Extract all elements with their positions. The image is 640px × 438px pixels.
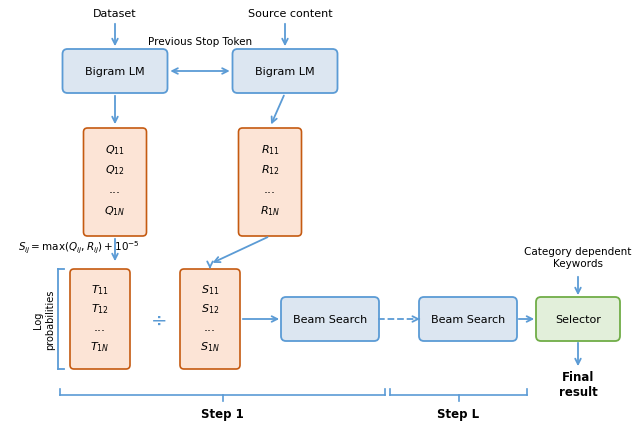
Text: ...: ... [94,321,106,334]
FancyBboxPatch shape [63,50,168,94]
FancyBboxPatch shape [83,129,147,237]
Text: $S_{1N}$: $S_{1N}$ [200,339,220,353]
Text: $R_{12}$: $R_{12}$ [260,163,280,177]
Text: Dataset: Dataset [93,9,137,19]
Text: Bigram LM: Bigram LM [255,67,315,77]
FancyBboxPatch shape [232,50,337,94]
Text: $Q_{11}$: $Q_{11}$ [105,143,125,156]
Text: $S_{11}$: $S_{11}$ [201,283,219,296]
Text: Selector: Selector [555,314,601,324]
Text: ...: ... [204,321,216,334]
Text: Bigram LM: Bigram LM [85,67,145,77]
Text: $Q_{12}$: $Q_{12}$ [105,163,125,177]
Text: $R_{1N}$: $R_{1N}$ [260,204,280,217]
Text: Final
result: Final result [559,370,597,398]
Text: Beam Search: Beam Search [293,314,367,324]
Text: ...: ... [109,183,121,196]
Text: Step 1: Step 1 [201,408,244,420]
Text: Previous Stop Token: Previous Stop Token [148,37,252,47]
Text: Beam Search: Beam Search [431,314,505,324]
Text: ...: ... [264,183,276,196]
Text: Source content: Source content [248,9,332,19]
Text: $S_{ij}=\mathrm{max}(Q_{ij}, R_{ij}) + 10^{-5}$: $S_{ij}=\mathrm{max}(Q_{ij}, R_{ij}) + 1… [18,239,140,255]
Text: Step L: Step L [437,408,479,420]
Text: $\div$: $\div$ [150,310,166,329]
Text: $T_{12}$: $T_{12}$ [91,301,109,315]
Text: Log
probabilities: Log probabilities [33,289,55,350]
FancyBboxPatch shape [239,129,301,237]
FancyBboxPatch shape [70,269,130,369]
Text: $T_{1N}$: $T_{1N}$ [90,339,109,353]
Text: $T_{11}$: $T_{11}$ [91,283,109,296]
Text: Category dependent
Keywords: Category dependent Keywords [524,247,632,268]
Text: $S_{12}$: $S_{12}$ [201,301,219,315]
FancyBboxPatch shape [419,297,517,341]
FancyBboxPatch shape [180,269,240,369]
Text: $Q_{1N}$: $Q_{1N}$ [104,204,125,217]
FancyBboxPatch shape [536,297,620,341]
Text: $R_{11}$: $R_{11}$ [260,143,280,156]
FancyBboxPatch shape [281,297,379,341]
